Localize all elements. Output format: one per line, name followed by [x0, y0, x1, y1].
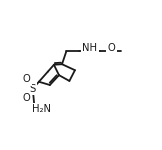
Text: H₂N: H₂N [32, 104, 52, 114]
Text: O: O [23, 93, 30, 103]
Text: NH: NH [82, 43, 98, 53]
Text: O: O [108, 43, 116, 53]
Text: S: S [30, 84, 36, 94]
Text: O: O [23, 74, 30, 84]
